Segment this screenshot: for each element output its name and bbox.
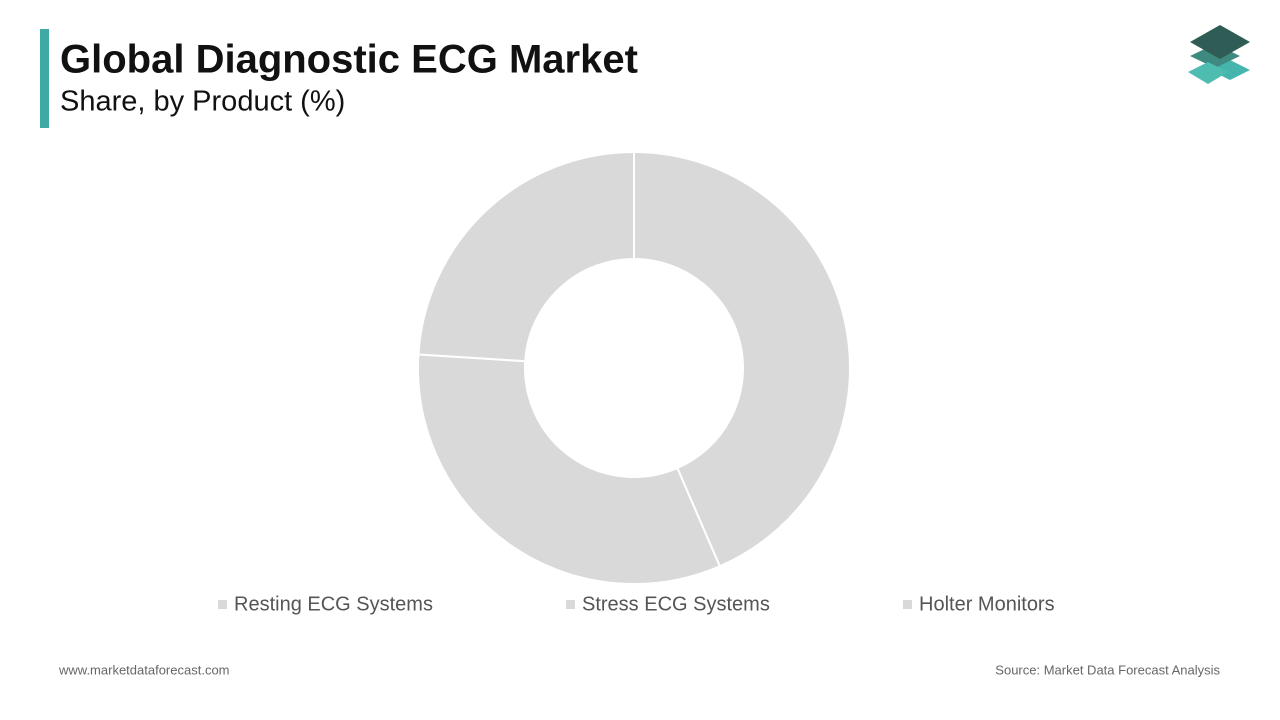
legend-marker xyxy=(218,600,227,609)
title-accent xyxy=(40,29,49,128)
legend-label: Holter Monitors xyxy=(919,593,1055,615)
donut-segment xyxy=(417,353,722,585)
chart-title: Global Diagnostic ECG Market xyxy=(60,38,638,82)
logo xyxy=(1188,25,1250,84)
legend-marker xyxy=(566,600,575,609)
chart-subtitle: Share, by Product (%) xyxy=(60,86,345,118)
legend-label: Stress ECG Systems xyxy=(582,593,770,615)
donut-segment xyxy=(633,150,851,568)
footer-website: www.marketdataforecast.com xyxy=(58,662,230,677)
donut-segment xyxy=(417,150,635,363)
footer-source: Source: Market Data Forecast Analysis xyxy=(995,662,1220,677)
legend-marker xyxy=(903,600,912,609)
legend-label: Resting ECG Systems xyxy=(234,593,433,615)
